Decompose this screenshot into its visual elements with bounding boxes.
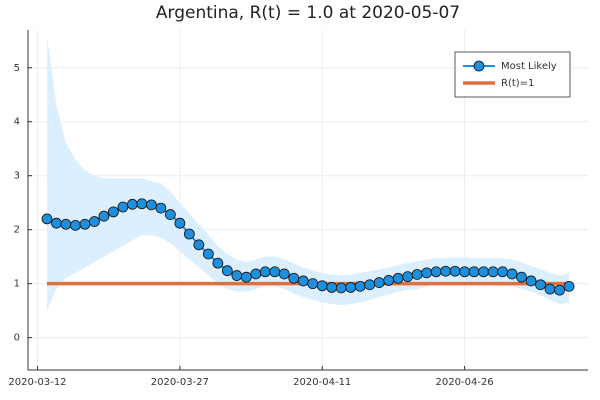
marker: [506, 268, 518, 280]
marker: [307, 278, 319, 290]
marker: [155, 202, 167, 214]
x-tick-label: 2020-04-11: [293, 377, 351, 388]
legend-box: [454, 51, 571, 98]
y-tick-label: 3: [14, 171, 20, 182]
marker: [202, 248, 214, 260]
marker: [269, 266, 281, 278]
marker: [554, 284, 565, 296]
marker: [478, 266, 489, 278]
marker: [497, 266, 508, 278]
marker: [421, 267, 433, 279]
marker: [145, 199, 157, 211]
confidence-band: [46, 35, 570, 311]
marker: [240, 271, 252, 283]
marker: [383, 275, 395, 286]
marker: [297, 275, 309, 287]
marker: [51, 217, 62, 229]
marker: [278, 268, 290, 280]
marker: [544, 283, 556, 295]
chart-title: Argentina, R(t) = 1.0 at 2020-05-07: [156, 3, 460, 23]
marker: [411, 269, 423, 280]
marker: [212, 257, 224, 269]
marker: [183, 228, 195, 240]
marker: [259, 266, 271, 278]
x-tick-label: 2020-03-27: [151, 377, 209, 388]
legend-label: Most Likely: [501, 61, 557, 72]
marker: [459, 266, 471, 278]
legend-marker: [473, 60, 485, 72]
marker: [335, 282, 347, 294]
plot-area: [41, 35, 575, 311]
marker: [98, 210, 110, 222]
marker: [41, 213, 53, 225]
marker: [79, 218, 91, 230]
marker: [373, 277, 385, 288]
marker: [402, 271, 414, 283]
marker: [430, 266, 442, 278]
y-tick-label: 1: [14, 279, 20, 290]
marker: [117, 201, 129, 213]
marker: [231, 270, 243, 281]
marker: [288, 272, 300, 284]
marker: [316, 280, 328, 292]
marker: [70, 219, 81, 231]
marker: [193, 239, 205, 251]
marker: [487, 266, 499, 278]
marker: [164, 209, 176, 220]
marker: [60, 218, 72, 230]
marker: [525, 275, 537, 287]
marker: [535, 279, 546, 291]
marker: [326, 282, 338, 293]
marker: [174, 217, 186, 229]
marker: [250, 268, 262, 280]
marker: [136, 198, 148, 210]
marker: [345, 282, 357, 293]
y-tick-label: 0: [14, 333, 20, 344]
marker: [449, 265, 461, 277]
marker: [392, 272, 404, 284]
y-tick-label: 2: [14, 225, 20, 236]
y-tick-label: 4: [14, 117, 20, 128]
legend-label: R(t)=1: [501, 78, 534, 89]
marker: [516, 271, 527, 283]
marker: [468, 266, 480, 278]
y-tick-label: 5: [14, 63, 20, 74]
x-tick-label: 2020-04-26: [436, 377, 494, 388]
marker: [89, 216, 100, 227]
x-tick-label: 2020-03-12: [8, 377, 66, 388]
marker: [127, 198, 138, 210]
marker: [354, 280, 366, 292]
marker: [440, 265, 452, 277]
marker: [221, 265, 233, 277]
marker: [364, 279, 376, 291]
marker: [563, 280, 575, 292]
marker: [108, 206, 119, 218]
